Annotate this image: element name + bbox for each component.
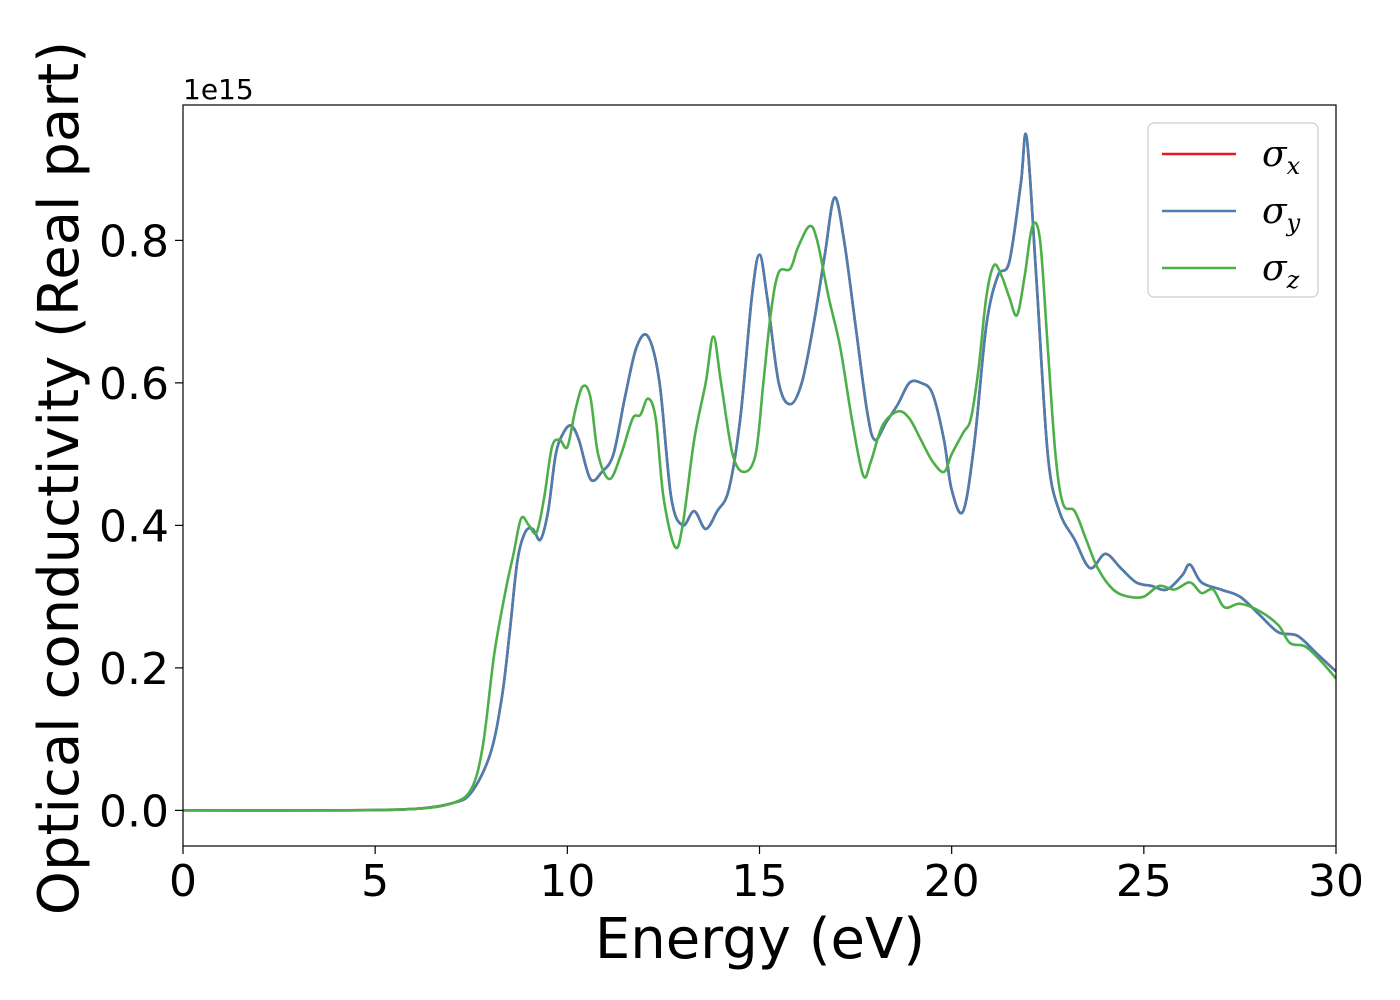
y-tick-label: 0.6 xyxy=(99,359,169,410)
x-tick-label: 5 xyxy=(361,856,389,907)
series-line-sigma-y xyxy=(183,132,1336,812)
legend-label-sigma-x: σx xyxy=(1262,134,1301,180)
y-axis-title: Optical conductivity (Real part) xyxy=(27,41,92,915)
x-axis-title: Energy (eV) xyxy=(595,907,925,972)
y-tick-label: 0.2 xyxy=(99,644,169,695)
x-tick-label: 20 xyxy=(924,856,980,907)
x-tick-label: 25 xyxy=(1116,856,1172,907)
y-offset-label: 1e15 xyxy=(183,73,254,106)
ticks-layer: 0 5 10 15 20 25 30 0.0 0.2 0.4 0.6 0.8 xyxy=(99,216,1364,907)
series-line-sigma-z xyxy=(183,221,1336,812)
series-layer xyxy=(183,132,1336,812)
x-tick-label: 0 xyxy=(169,856,197,907)
x-tick-label: 15 xyxy=(732,856,788,907)
x-tick-label: 30 xyxy=(1308,856,1364,907)
y-tick-label: 0.8 xyxy=(99,216,169,267)
x-tick-label: 10 xyxy=(539,856,595,907)
y-tick-label: 0.4 xyxy=(99,501,169,552)
y-tick-label: 0.0 xyxy=(99,786,169,837)
